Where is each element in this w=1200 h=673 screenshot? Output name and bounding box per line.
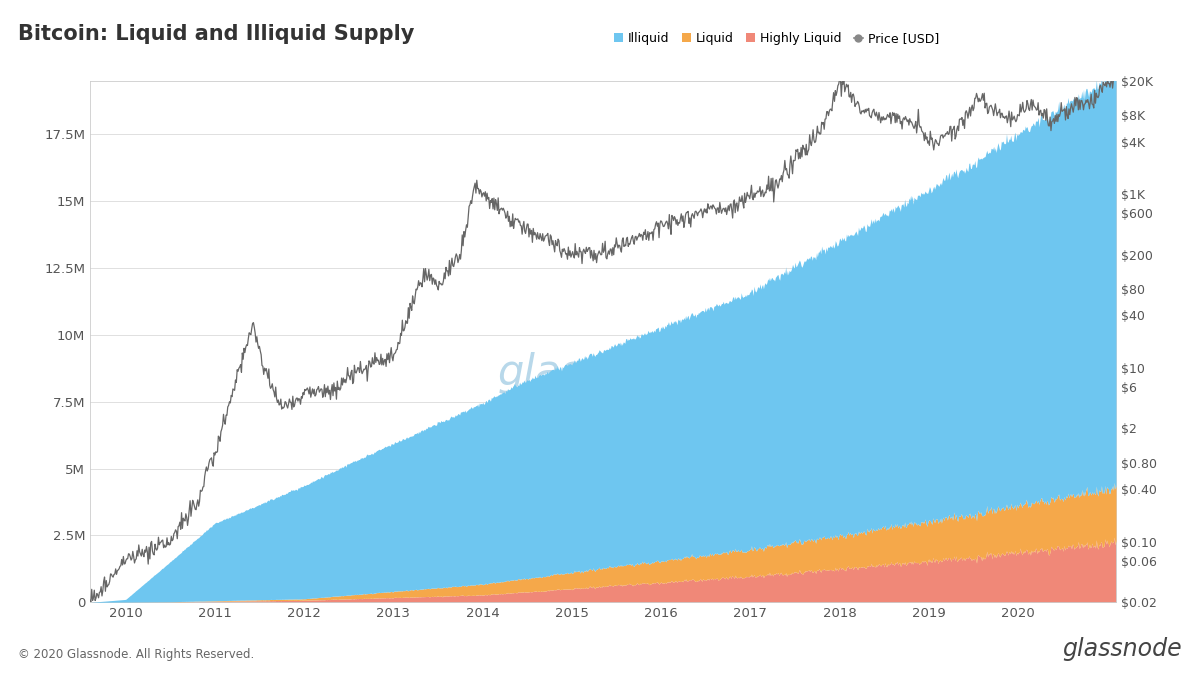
Text: glassnode: glassnode (1062, 637, 1182, 661)
Text: glassnode: glassnode (498, 352, 708, 394)
Legend: Illiquid, Liquid, Highly Liquid, Price [USD]: Illiquid, Liquid, Highly Liquid, Price [… (610, 27, 944, 50)
Text: © 2020 Glassnode. All Rights Reserved.: © 2020 Glassnode. All Rights Reserved. (18, 648, 254, 661)
Text: Bitcoin: Liquid and Illiquid Supply: Bitcoin: Liquid and Illiquid Supply (18, 24, 414, 44)
